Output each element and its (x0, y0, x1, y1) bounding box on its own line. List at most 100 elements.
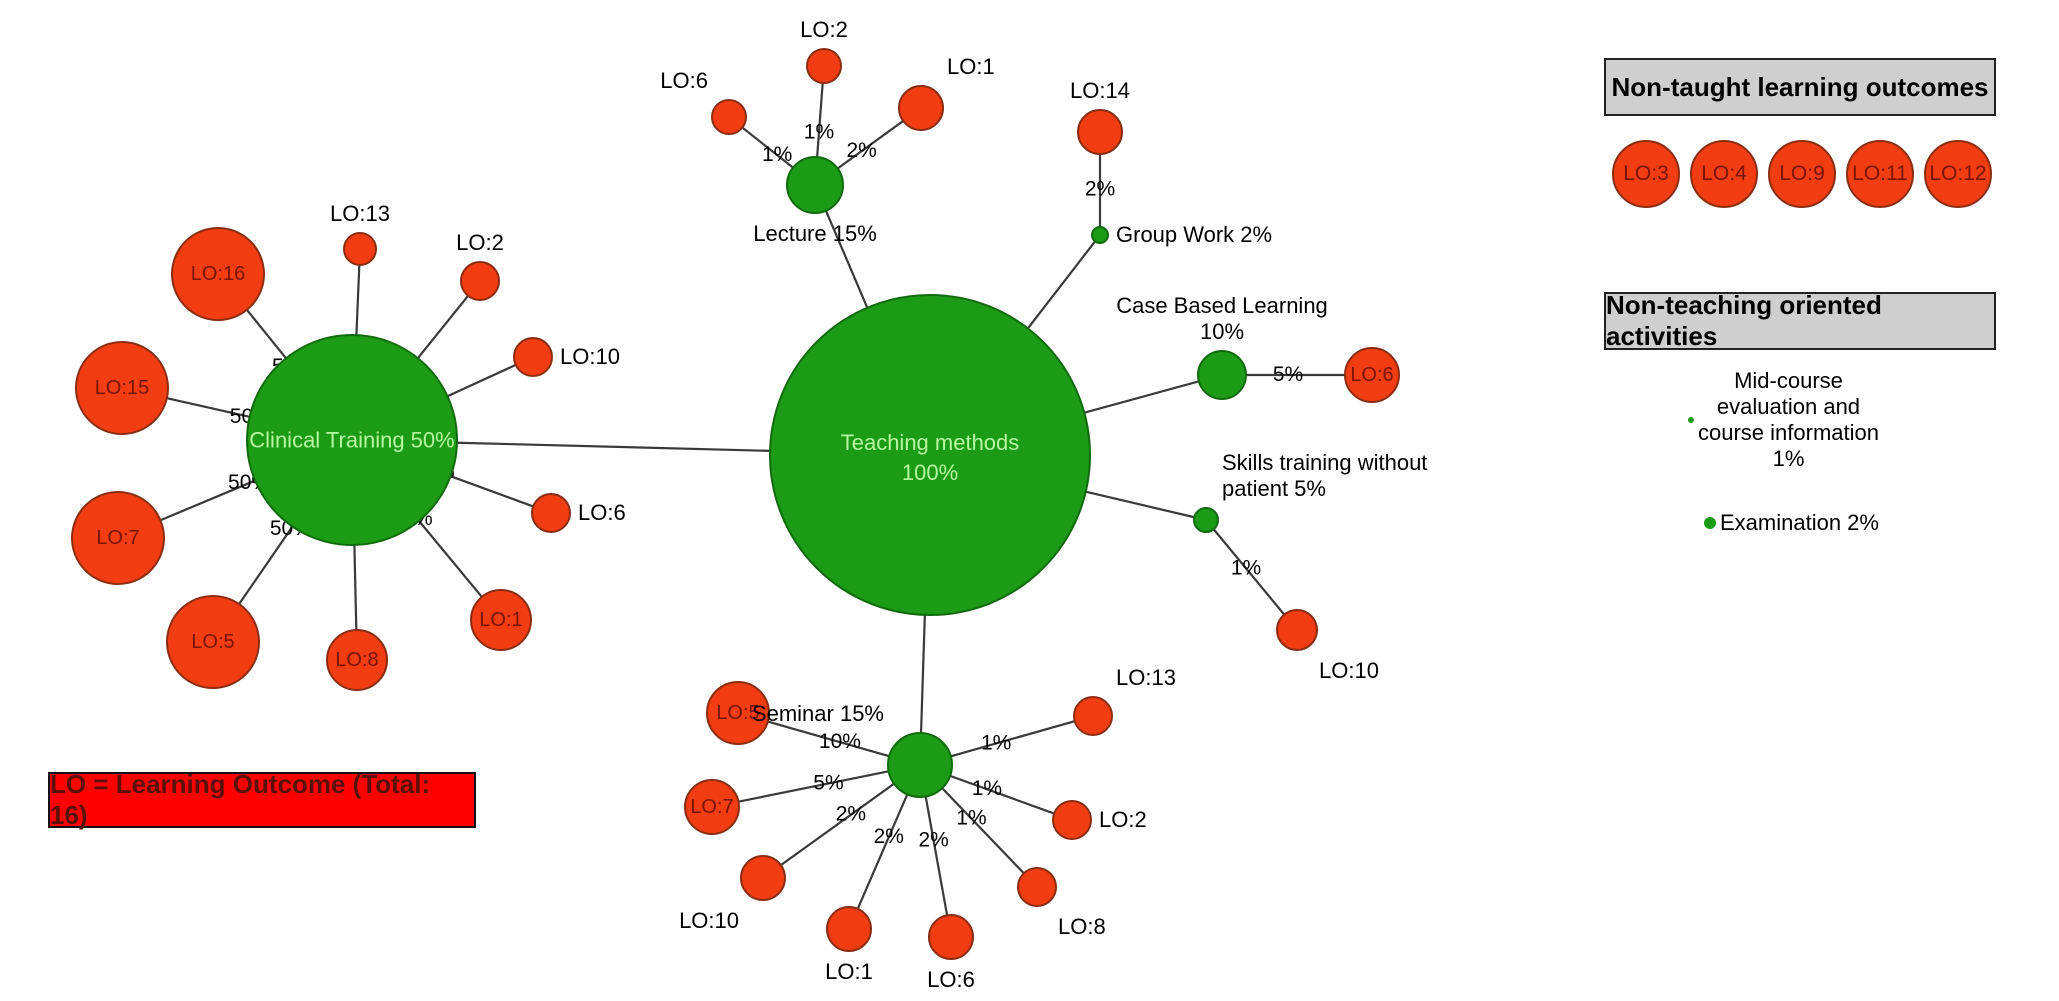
non-taught-chip-lo12[interactable]: LO:12 (1924, 140, 1992, 208)
edge-lec-lo6 (741, 126, 794, 169)
activity-label: Mid-course evaluation and course informati… (1698, 368, 1879, 471)
edge-percent-sem-lo6: 2% (918, 829, 948, 852)
edge-ct-lo10 (446, 363, 517, 398)
learning-outcome-label: LO:13 (1116, 665, 1176, 690)
edge-skills-training (1085, 490, 1195, 519)
learning-outcome-node-lo8[interactable] (1017, 867, 1057, 907)
learning-outcome-key-label: LO = Learning Outcome (Total: 16) (50, 769, 431, 830)
activity-dot-icon (1688, 416, 1694, 423)
learning-outcome-label: LO:15 (95, 377, 149, 399)
edge-lec-lo1 (837, 120, 904, 170)
learning-outcome-node-lo5[interactable] (166, 595, 260, 689)
teaching-method-label: Group Work 2% (1116, 222, 1272, 247)
edge-percent-lec-lo6: 1% (762, 143, 792, 166)
edge-percent-lec-lo1: 2% (846, 139, 876, 162)
learning-outcome-label: LO:14 (1070, 78, 1130, 103)
non-teaching-activity-item: Examination 2% (1704, 510, 1879, 536)
learning-outcome-label: LO:1 (825, 959, 873, 984)
edge-sem-lo5 (767, 720, 890, 758)
non-taught-chip-lo3[interactable]: LO:3 (1612, 140, 1680, 208)
learning-outcome-node-lo2[interactable] (806, 48, 842, 84)
learning-outcome-label: LO:6 (927, 967, 975, 992)
activity-label: Examination 2% (1720, 510, 1879, 535)
learning-outcome-label: LO:10 (1319, 658, 1379, 683)
learning-outcome-node-lo10[interactable] (740, 855, 786, 901)
learning-outcome-label: LO:7 (96, 527, 139, 549)
learning-outcome-node-lo1[interactable] (898, 85, 944, 131)
edge-ct-lo8 (353, 544, 358, 631)
learning-outcome-label: LO:13 (330, 201, 390, 226)
non-taught-legend-items: LO:3 LO:4 LO:9 LO:11 LO:12 (1612, 140, 1992, 208)
non-teaching-activity-item: Mid-course evaluation and course informati… (1688, 368, 1879, 472)
non-teaching-legend-title: Non-teaching oriented activities (1606, 290, 1882, 351)
learning-outcome-node-lo5[interactable] (706, 681, 770, 745)
central-node-teaching-methods[interactable] (769, 294, 1091, 616)
teaching-method-label: Clinical Training 50% (249, 428, 454, 453)
edge-sem-lo2 (949, 774, 1055, 815)
learning-outcome-label: LO:16 (191, 263, 245, 285)
teaching-method-label: Skills training without patient 5% (1222, 450, 1427, 501)
edge-sem-lo6 (924, 796, 949, 916)
edge-percent-lec-lo2: 1% (804, 121, 834, 144)
edge-percent-sem-lo1: 2% (874, 825, 904, 848)
learning-outcome-label: LO:10 (679, 908, 739, 933)
learning-outcome-node-lo1[interactable] (470, 589, 532, 651)
edge-sem-lo7 (738, 770, 889, 803)
learning-outcome-node-lo6[interactable] (711, 99, 747, 135)
learning-outcome-label: LO:10 (560, 344, 620, 369)
non-taught-legend-title: Non-taught learning outcomes (1611, 71, 1989, 102)
learning-outcome-node-lo15[interactable] (75, 341, 169, 435)
learning-outcome-node-lo6[interactable] (531, 493, 571, 533)
central-node-label: Teaching methods 100% (841, 430, 1020, 485)
edge-lec-lo2 (816, 82, 824, 158)
edge-percent-gw-lo14: 2% (1085, 178, 1115, 201)
edge-group-work (1026, 240, 1096, 330)
learning-outcome-node-lo1[interactable] (826, 906, 872, 952)
teaching-method-node-clinical-training[interactable] (246, 334, 458, 546)
learning-outcome-label: LO:1 (479, 609, 522, 631)
edge-percent-sem-lo10: 2% (836, 803, 866, 826)
edge-ct-lo6 (450, 475, 534, 508)
edge-ct-lo7 (160, 479, 256, 522)
edge-clinical-training (456, 441, 771, 452)
edge-ct-lo15 (166, 397, 250, 418)
edge-percent-st-lo10: 1% (1231, 556, 1261, 579)
edge-ct-lo16 (246, 309, 287, 359)
learning-outcome-label: LO:2 (1099, 807, 1147, 832)
non-taught-chip-lo4[interactable]: LO:4 (1690, 140, 1758, 208)
learning-outcome-node-lo6[interactable] (928, 914, 974, 960)
learning-outcome-node-lo14[interactable] (1077, 109, 1123, 155)
non-taught-chip-lo9[interactable]: LO:9 (1768, 140, 1836, 208)
edge-sem-lo8 (941, 787, 1025, 875)
learning-outcome-node-lo13[interactable] (343, 232, 377, 266)
edge-ct-lo13 (355, 264, 361, 336)
learning-outcome-node-lo2[interactable] (1052, 800, 1092, 840)
teaching-method-label: Lecture 15% (753, 221, 877, 246)
teaching-method-node-case-based-learning[interactable] (1197, 350, 1247, 400)
teaching-method-node-seminar[interactable] (887, 732, 953, 798)
teaching-method-node-lecture[interactable] (786, 156, 844, 214)
edge-sem-lo13 (950, 720, 1076, 758)
edge-st-lo10 (1212, 528, 1286, 616)
learning-outcome-label: LO:8 (335, 649, 378, 671)
learning-outcome-label: LO:6 (1350, 364, 1393, 386)
non-taught-chip-lo11[interactable]: LO:11 (1846, 140, 1914, 208)
learning-outcome-node-lo7[interactable] (71, 491, 165, 585)
learning-outcome-node-lo13[interactable] (1073, 696, 1113, 736)
learning-outcome-node-lo7[interactable] (684, 779, 740, 835)
learning-outcome-node-lo16[interactable] (171, 227, 265, 321)
edge-sem-lo10 (780, 782, 895, 867)
learning-outcome-node-lo10[interactable] (513, 337, 553, 377)
teaching-method-label: Case Based Learning 10% (1116, 293, 1328, 344)
edge-case-based-learning (1084, 380, 1200, 414)
learning-outcome-label: LO:2 (456, 230, 504, 255)
teaching-method-node-group-work[interactable] (1091, 226, 1109, 244)
learning-outcome-node-lo2[interactable] (460, 261, 500, 301)
learning-outcome-node-lo10[interactable] (1276, 609, 1318, 651)
teaching-method-node-skills-training[interactable] (1193, 507, 1219, 533)
learning-outcome-node-lo8[interactable] (326, 629, 388, 691)
learning-outcome-label: LO:7 (690, 796, 733, 818)
learning-outcome-node-lo6[interactable] (1344, 347, 1400, 403)
edge-percent-cbl-lo6: 5% (1273, 363, 1303, 386)
